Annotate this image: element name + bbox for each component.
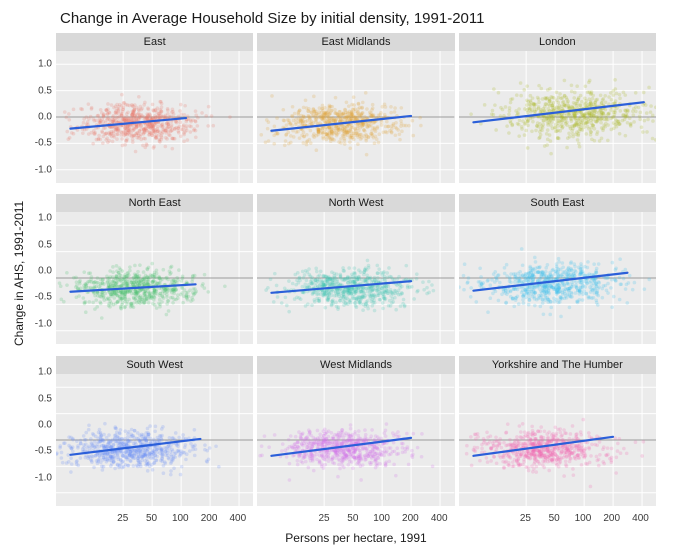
y-tick-label: -0.5: [35, 446, 52, 457]
x-tick-label: 200: [603, 513, 620, 524]
x-tick-label: 25: [520, 513, 531, 524]
facet-strip-label: West Midlands: [257, 356, 454, 374]
x-tick-label: 50: [549, 513, 560, 524]
chart-container: Change in Average Household Size by init…: [10, 10, 675, 545]
facet-panel: East: [56, 33, 253, 190]
facet-panel: North West: [257, 194, 454, 351]
facet-panel: Yorkshire and The Humber: [459, 356, 656, 513]
y-tick-label: 1.0: [38, 213, 52, 224]
y-tick-label: 0.5: [38, 239, 52, 250]
scatter-panel: [459, 51, 656, 183]
scatter-panel: [257, 212, 454, 344]
scatter-panel: [56, 212, 253, 344]
x-tick-label: 400: [230, 513, 247, 524]
facet-strip-label: Yorkshire and The Humber: [459, 356, 656, 374]
y-axis-ticks: -1.0 -0.5 0.0 0.5 1.0 -1.0 -0.5 0.0 0.5 1.0 -1.0 -0…: [28, 33, 56, 513]
facet-strip-label: London: [459, 33, 656, 51]
scatter-panel: [459, 212, 656, 344]
facet-panel: West Midlands: [257, 356, 454, 513]
x-tick-label: 50: [146, 513, 157, 524]
scatter-panel: [257, 51, 454, 183]
x-tick-label: 100: [373, 513, 390, 524]
y-tick-label: -0.5: [35, 292, 52, 303]
y-tick-label: 0.5: [38, 393, 52, 404]
y-tick-label: 1.0: [38, 367, 52, 378]
x-axis-ticks: 25 50 100 200 400 25 50 100 200 400 25 50 100 200 400: [56, 513, 656, 527]
chart-title: Change in Average Household Size by init…: [60, 10, 675, 27]
facet-panel: South West: [56, 356, 253, 513]
y-tick-label: -1.0: [35, 318, 52, 329]
facet-strip-label: South East: [459, 194, 656, 212]
facet-grid: EastEast Midlands London North EastNorth W…: [56, 33, 656, 513]
facet-strip-label: East Midlands: [257, 33, 454, 51]
scatter-panel: [257, 374, 454, 506]
facet-strip-label: North East: [56, 194, 253, 212]
scatter-panel: [459, 374, 656, 506]
y-tick-label: -1.0: [35, 164, 52, 175]
x-tick-label: 25: [318, 513, 329, 524]
x-tick-label: 100: [172, 513, 189, 524]
x-tick-label: 200: [201, 513, 218, 524]
x-tick-label: 25: [117, 513, 128, 524]
facet-strip-label: North West: [257, 194, 454, 212]
facet-panel: North East: [56, 194, 253, 351]
facet-panel: East Midlands: [257, 33, 454, 190]
x-tick-label: 50: [347, 513, 358, 524]
facet-panel: South East: [459, 194, 656, 351]
y-tick-label: 1.0: [38, 59, 52, 70]
y-tick-label: 0.0: [38, 266, 52, 277]
y-tick-label: 0.0: [38, 420, 52, 431]
x-tick-label: 100: [575, 513, 592, 524]
facet-strip-label: East: [56, 33, 253, 51]
scatter-panel: [56, 51, 253, 183]
y-tick-label: 0.0: [38, 112, 52, 123]
x-axis-label: Persons per hectare, 1991: [56, 531, 656, 545]
plot-area: Change in AHS, 1991-2011 -1.0 -0.5 0.0 0.5 1…: [10, 33, 675, 513]
y-tick-label: 0.5: [38, 85, 52, 96]
x-tick-label: 400: [431, 513, 448, 524]
facet-panel: London: [459, 33, 656, 190]
y-tick-label: -0.5: [35, 138, 52, 149]
x-tick-label: 200: [402, 513, 419, 524]
y-tick-label: -1.0: [35, 472, 52, 483]
y-axis-label: Change in AHS, 1991-2011: [10, 33, 28, 513]
scatter-panel: [56, 374, 253, 506]
x-tick-label: 400: [632, 513, 649, 524]
facet-strip-label: South West: [56, 356, 253, 374]
